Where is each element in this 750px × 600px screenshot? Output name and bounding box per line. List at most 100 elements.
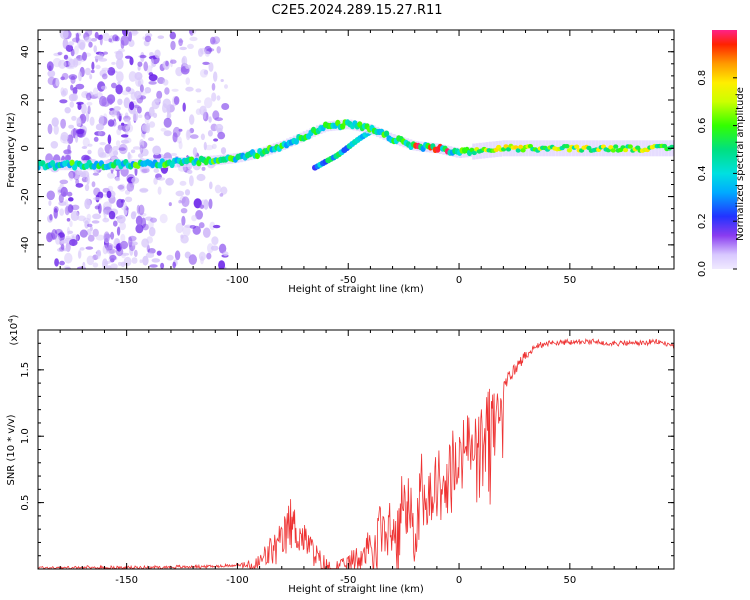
ridge-blob bbox=[69, 159, 75, 166]
noise-blob bbox=[144, 87, 152, 94]
svg-text:(x104): (x104) bbox=[7, 314, 20, 345]
noise-blob bbox=[114, 50, 123, 55]
noise-blob bbox=[212, 224, 221, 229]
noise-blob bbox=[109, 148, 115, 158]
noise-blob bbox=[140, 51, 145, 63]
noise-blob bbox=[69, 220, 73, 227]
noise-blob bbox=[86, 174, 90, 185]
noise-blob bbox=[54, 258, 59, 267]
noise-blob bbox=[103, 233, 110, 244]
noise-blob bbox=[84, 198, 91, 210]
noise-blob bbox=[110, 109, 117, 118]
noise-blob bbox=[98, 58, 108, 62]
noise-blob bbox=[123, 118, 130, 123]
noise-blob bbox=[94, 93, 98, 97]
spectrogram-x-tick-label: -50 bbox=[340, 275, 356, 286]
ridge-blob bbox=[574, 144, 580, 149]
noise-blob bbox=[164, 87, 170, 95]
noise-blob bbox=[157, 177, 166, 181]
noise-blob bbox=[117, 184, 125, 190]
noise-blob bbox=[93, 136, 99, 142]
noise-blob bbox=[63, 265, 71, 269]
snr-y-tick-label: 1.5 bbox=[20, 362, 31, 378]
snr-x-ticks: -150 -100 -50 0 50 bbox=[37, 330, 659, 586]
snr-y-ticks: 0.5 1.0 1.5 bbox=[20, 329, 674, 570]
noise-blob bbox=[180, 208, 188, 214]
noise-blob bbox=[116, 128, 122, 136]
noise-blob bbox=[81, 103, 87, 115]
noise-blob bbox=[153, 177, 158, 185]
noise-blob bbox=[95, 64, 101, 70]
noise-blob bbox=[188, 254, 197, 265]
noise-blob bbox=[137, 106, 142, 114]
colorbar-tick-label: 0.4 bbox=[697, 165, 708, 181]
noise-blob bbox=[102, 244, 108, 255]
noise-blob bbox=[208, 62, 214, 72]
noise-blob bbox=[149, 264, 158, 268]
noise-blob bbox=[115, 140, 121, 147]
noise-blob bbox=[99, 35, 103, 46]
colorbar-label: Normalized spectral amplitude bbox=[735, 87, 746, 241]
noise-blob bbox=[145, 216, 153, 221]
noise-blob bbox=[67, 41, 75, 46]
noise-blob bbox=[86, 213, 92, 221]
noise-blob bbox=[81, 154, 90, 162]
noise-blob bbox=[86, 92, 92, 101]
noise-blob bbox=[108, 244, 113, 251]
colorbar-gradient bbox=[712, 30, 737, 269]
noise-blob bbox=[120, 139, 130, 144]
noise-blob bbox=[148, 121, 156, 128]
ridge-blob bbox=[610, 148, 616, 153]
noise-blob bbox=[141, 148, 149, 157]
noise-blob bbox=[130, 30, 138, 36]
noise-blob bbox=[147, 248, 156, 254]
noise-blob bbox=[137, 61, 143, 67]
noise-blob bbox=[152, 145, 162, 156]
noise-blob bbox=[149, 52, 154, 57]
noise-blob bbox=[150, 217, 157, 223]
noise-blob bbox=[202, 108, 207, 120]
noise-blob bbox=[68, 124, 74, 129]
noise-blob bbox=[101, 97, 110, 107]
noise-blob bbox=[182, 225, 191, 237]
noise-blob bbox=[89, 73, 93, 80]
colorbar-tick-label: 0.8 bbox=[697, 70, 708, 86]
noise-blob bbox=[206, 252, 212, 260]
noise-blob bbox=[146, 236, 153, 244]
noise-blob bbox=[154, 49, 161, 59]
noise-blob bbox=[60, 87, 65, 96]
noise-blob bbox=[68, 197, 74, 202]
noise-blob bbox=[77, 250, 82, 259]
noise-blob bbox=[176, 136, 182, 144]
noise-blob bbox=[218, 243, 227, 254]
noise-blob bbox=[88, 41, 93, 48]
noise-blob bbox=[148, 106, 155, 117]
noise-blob bbox=[88, 91, 94, 97]
noise-blob bbox=[139, 91, 148, 95]
noise-blob bbox=[174, 250, 181, 261]
noise-blob bbox=[118, 147, 127, 151]
noise-blob bbox=[209, 181, 213, 190]
noise-blob bbox=[92, 262, 99, 268]
noise-blob bbox=[60, 239, 69, 244]
noise-blob bbox=[185, 86, 194, 92]
noise-blob bbox=[78, 249, 82, 259]
noise-blob bbox=[71, 204, 80, 211]
noise-blob bbox=[92, 228, 99, 237]
noise-blob bbox=[148, 226, 156, 237]
noise-blob bbox=[98, 152, 107, 159]
noise-blob bbox=[76, 170, 84, 176]
noise-blob bbox=[106, 265, 112, 269]
noise-blob bbox=[192, 147, 198, 157]
noise-blob bbox=[81, 91, 90, 99]
noise-blob bbox=[154, 98, 161, 103]
noise-blob bbox=[193, 198, 202, 209]
noise-blob bbox=[138, 204, 145, 216]
ridge-halo bbox=[658, 140, 662, 157]
noise-blob bbox=[220, 147, 227, 155]
noise-blob bbox=[142, 255, 149, 266]
noise-blob bbox=[90, 69, 95, 74]
noise-blob bbox=[125, 196, 133, 203]
noise-blob bbox=[112, 146, 120, 151]
noise-blob bbox=[66, 218, 71, 222]
